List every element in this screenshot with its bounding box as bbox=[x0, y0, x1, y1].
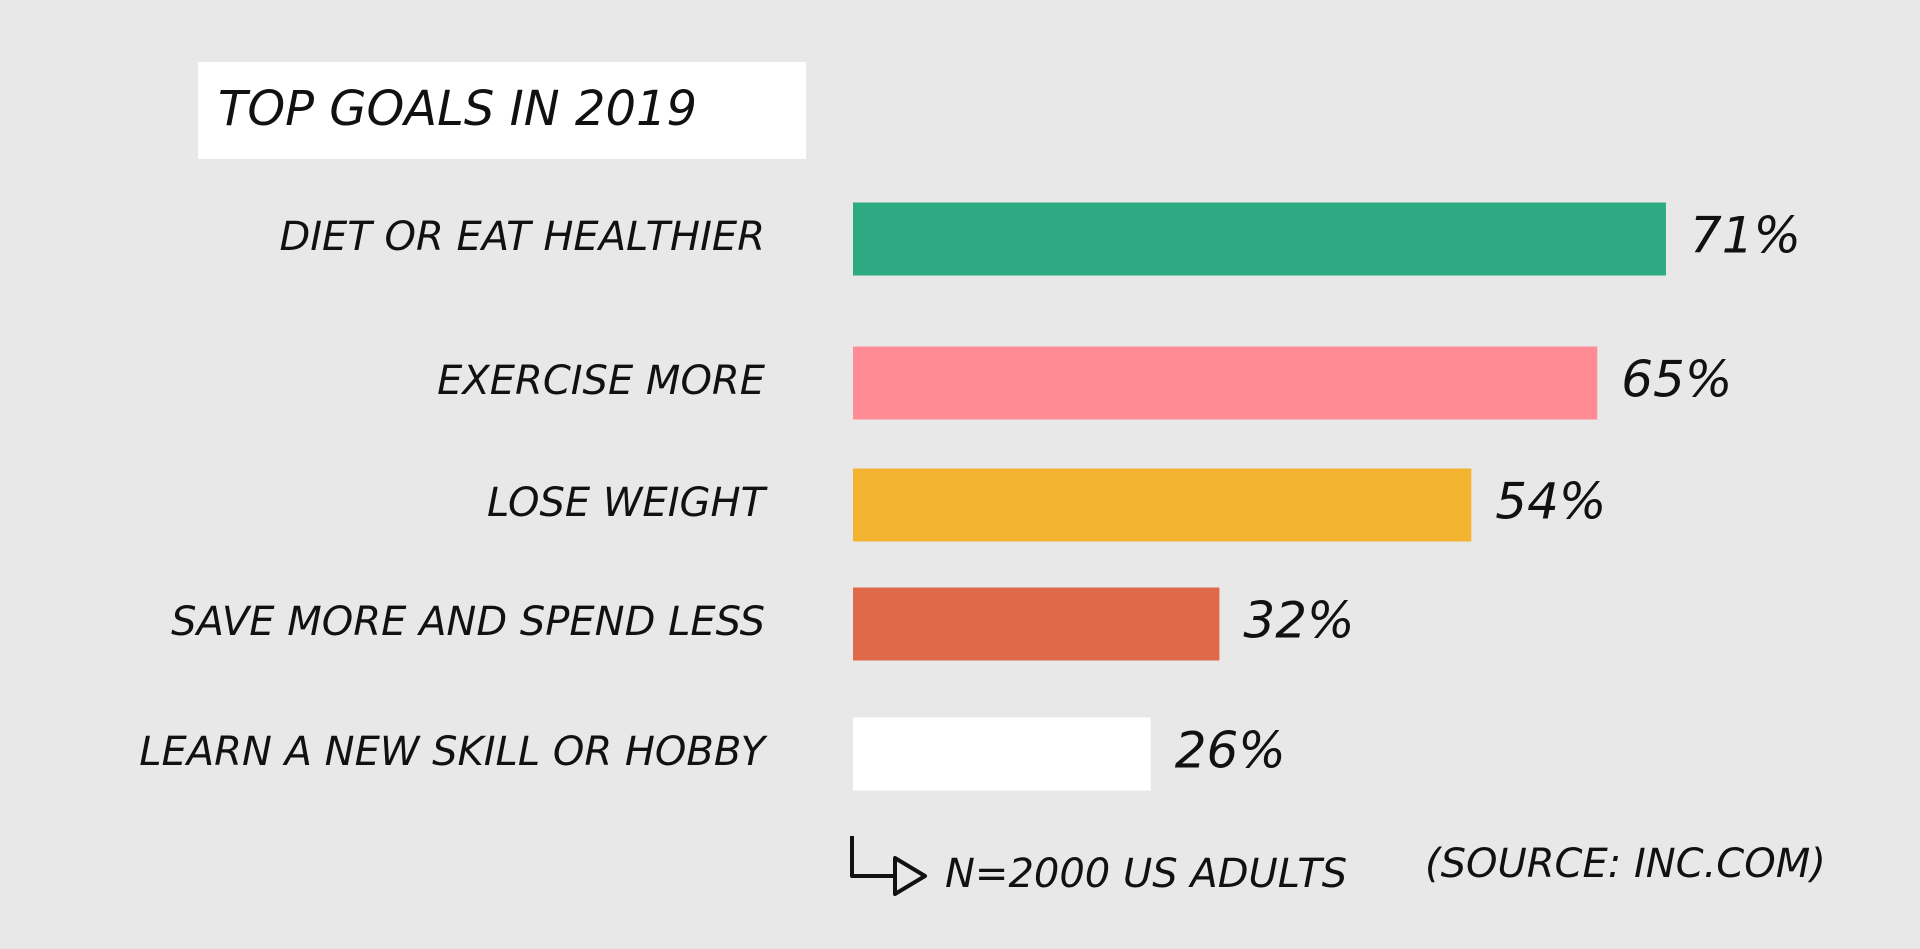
title-box bbox=[198, 62, 806, 159]
value-label: 54% bbox=[1495, 473, 1606, 531]
bar bbox=[853, 717, 1151, 791]
value-label: 71% bbox=[1690, 207, 1801, 265]
value-label: 26% bbox=[1175, 722, 1286, 780]
bar bbox=[853, 202, 1666, 276]
arrow-icon bbox=[850, 836, 927, 896]
bar bbox=[853, 468, 1472, 542]
bar bbox=[853, 346, 1598, 420]
category-label: DIET OR EAT HEALTHIER bbox=[279, 214, 765, 260]
category-label: SAVE MORE AND SPEND LESS bbox=[171, 599, 765, 645]
bar bbox=[853, 587, 1220, 661]
source-note: (SOURCE: INC.COM) bbox=[1425, 841, 1826, 887]
chart-title: TOP GOALS IN 2019 bbox=[218, 81, 697, 137]
sample-note: N=2000 US ADULTS bbox=[945, 851, 1347, 897]
category-label: EXERCISE MORE bbox=[437, 358, 766, 404]
category-label: LEARN A NEW SKILL OR HOBBY bbox=[139, 729, 768, 775]
value-label: 32% bbox=[1243, 592, 1354, 650]
category-label: LOSE WEIGHT bbox=[487, 480, 769, 526]
value-label: 65% bbox=[1621, 351, 1732, 409]
